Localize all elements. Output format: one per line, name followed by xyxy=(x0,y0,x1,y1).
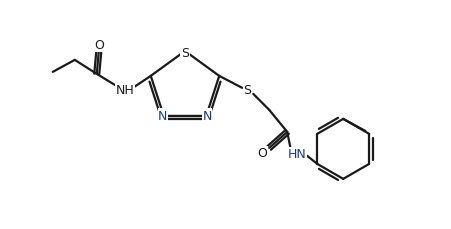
Text: NH: NH xyxy=(115,84,134,97)
Text: N: N xyxy=(158,109,167,122)
Text: HN: HN xyxy=(287,148,306,161)
Text: S: S xyxy=(180,46,189,59)
Text: S: S xyxy=(243,84,251,97)
Text: O: O xyxy=(94,39,103,52)
Text: N: N xyxy=(202,109,212,122)
Text: O: O xyxy=(257,147,267,160)
